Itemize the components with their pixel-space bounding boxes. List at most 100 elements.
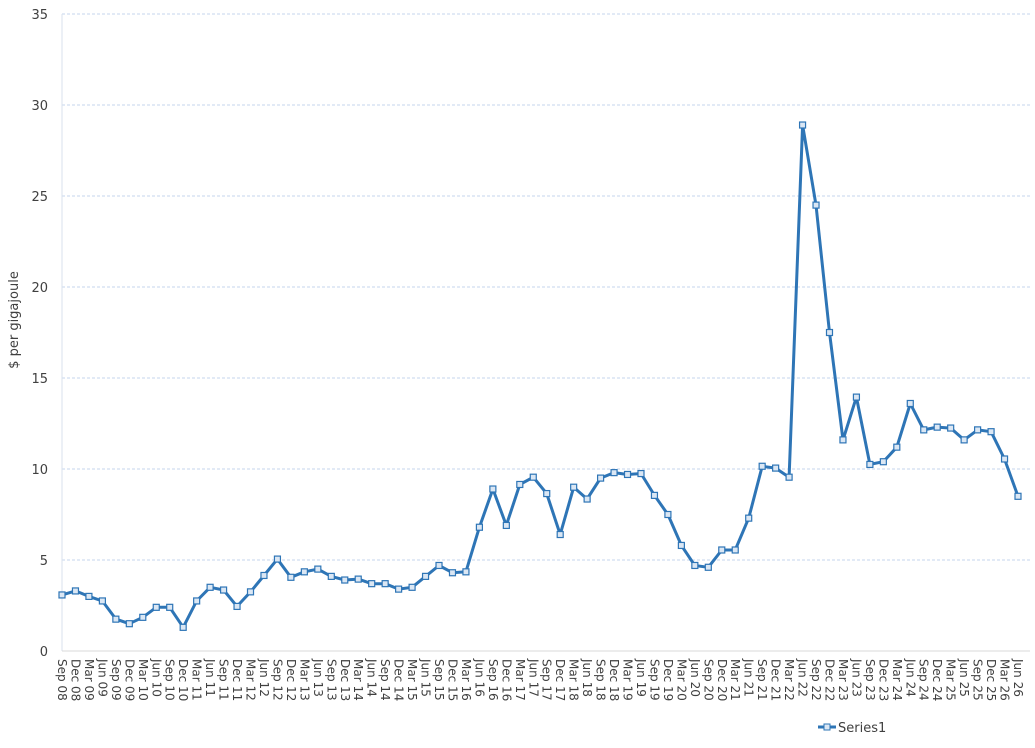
data-point xyxy=(691,561,699,570)
data-point xyxy=(152,603,160,611)
x-tick-label: Mar 24 xyxy=(890,659,904,701)
x-tick-label: Jun 19 xyxy=(634,658,648,697)
data-point xyxy=(987,428,995,436)
x-tick-label: Dec 12 xyxy=(284,659,298,701)
x-tick-label: Dec 16 xyxy=(499,659,513,701)
x-tick-label: Dec 17 xyxy=(553,659,567,701)
x-tick-label: Mar 26 xyxy=(998,659,1012,701)
x-tick-label: Mar 13 xyxy=(297,659,311,701)
x-tick-label: Mar 21 xyxy=(728,659,742,701)
data-point xyxy=(381,580,389,588)
data-point xyxy=(448,569,457,577)
x-tick-label: Dec 08 xyxy=(68,659,82,701)
x-tick-label: Jun 24 xyxy=(903,658,917,697)
data-point xyxy=(758,462,766,470)
data-point xyxy=(273,555,282,563)
x-tick-label: Sep 09 xyxy=(109,659,123,701)
x-tick-label: Dec 15 xyxy=(445,659,459,701)
y-tick-label: 35 xyxy=(31,8,48,23)
x-tick-label: Dec 11 xyxy=(230,659,244,701)
x-tick-label: Jun 22 xyxy=(796,658,810,697)
legend-marker xyxy=(823,723,831,731)
x-tick-label: Mar 14 xyxy=(351,659,365,701)
data-point xyxy=(341,576,349,584)
data-point xyxy=(637,469,645,478)
x-tick-label: Mar 23 xyxy=(836,659,850,701)
data-point xyxy=(462,568,470,576)
data-point xyxy=(974,426,982,434)
data-point xyxy=(556,530,564,539)
x-tick-label: Jun 11 xyxy=(203,658,217,697)
data-point xyxy=(246,588,255,596)
data-point xyxy=(327,572,335,580)
x-tick-label: Sep 16 xyxy=(486,659,500,701)
data-point xyxy=(58,591,66,599)
data-point xyxy=(677,541,685,550)
x-tick-label: Dec 18 xyxy=(607,659,621,701)
x-tick-label: Mar 09 xyxy=(82,659,96,701)
data-point xyxy=(718,546,726,554)
data-point xyxy=(731,546,739,554)
data-point xyxy=(395,585,403,593)
x-tick-label: Sep 21 xyxy=(755,659,769,701)
data-point xyxy=(1000,455,1009,463)
x-tick-label: Sep 22 xyxy=(809,659,823,701)
x-tick-label: Jun 12 xyxy=(257,658,271,697)
data-point xyxy=(354,575,362,583)
data-point xyxy=(193,597,201,605)
x-tick-label: Sep 23 xyxy=(863,659,877,701)
x-tick-label: Dec 22 xyxy=(822,659,836,701)
data-point xyxy=(71,587,80,595)
data-point xyxy=(179,623,187,631)
x-tick-label: Mar 12 xyxy=(244,659,258,701)
x-tick-label: Jun 18 xyxy=(580,658,594,697)
y-tick-label: 0 xyxy=(40,645,48,660)
data-point xyxy=(435,561,443,570)
data-point xyxy=(839,436,847,444)
x-tick-label: Jun 14 xyxy=(365,658,379,697)
x-tick-label: Jun 23 xyxy=(849,658,863,697)
x-tick-label: Sep 13 xyxy=(324,659,338,701)
x-tick-label: Jun 26 xyxy=(1011,658,1025,697)
x-tick-label: Dec 25 xyxy=(984,659,998,701)
data-point xyxy=(139,613,147,621)
data-point xyxy=(287,573,295,581)
x-tick-label: Sep 15 xyxy=(432,659,446,701)
data-point xyxy=(906,399,914,408)
data-point xyxy=(920,426,928,434)
x-tick-label: Mar 19 xyxy=(621,659,635,701)
y-tick-label: 20 xyxy=(31,281,48,296)
data-point xyxy=(664,510,672,519)
data-point xyxy=(125,620,133,628)
x-tick-label: Sep 08 xyxy=(55,659,69,701)
data-point xyxy=(112,615,120,623)
x-tick-label: Sep 25 xyxy=(971,659,985,701)
x-tick-label: Jun 10 xyxy=(149,658,163,697)
data-point xyxy=(596,474,605,482)
data-point xyxy=(233,602,241,611)
legend-label: Series1 xyxy=(838,721,886,736)
data-point xyxy=(893,443,901,451)
data-point xyxy=(866,460,874,469)
data-point xyxy=(475,523,484,531)
data-point xyxy=(650,491,659,499)
y-axis-label: $ per gigajoule xyxy=(7,271,22,369)
x-tick-label: Mar 11 xyxy=(190,659,204,701)
data-point xyxy=(516,480,524,489)
x-tick-label: Dec 13 xyxy=(338,659,352,701)
data-point xyxy=(852,393,861,401)
x-tick-label: Jun 15 xyxy=(419,658,433,697)
x-tick-label: Sep 12 xyxy=(270,659,284,701)
data-point xyxy=(314,565,322,573)
data-point xyxy=(529,473,537,481)
x-tick-label: Mar 10 xyxy=(136,659,150,701)
x-tick-label: Mar 15 xyxy=(405,659,419,701)
x-tick-label: Mar 22 xyxy=(782,659,796,701)
x-tick-label: Sep 10 xyxy=(163,659,177,701)
x-tick-label: Sep 18 xyxy=(594,659,608,701)
x-tick-label: Jun 17 xyxy=(526,658,540,697)
data-point xyxy=(85,592,93,601)
x-tick-label: Sep 24 xyxy=(917,659,931,701)
x-tick-label: Dec 20 xyxy=(715,659,729,701)
